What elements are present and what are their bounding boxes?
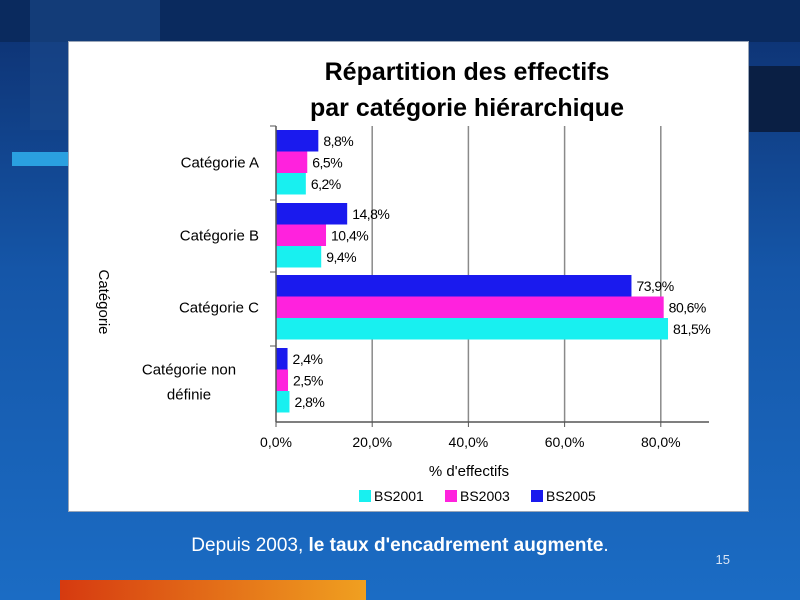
x-axis-label: % d'effectifs <box>429 463 509 480</box>
category-label: Catégorie A <box>181 154 259 171</box>
bar-bs2003 <box>276 369 289 391</box>
decorative-cyan-bar <box>12 152 72 166</box>
legend-label: BS2005 <box>546 488 596 504</box>
y-axis-label: Catégorie <box>95 269 112 334</box>
bar-bs2003 <box>276 224 327 246</box>
bar-value-label: 80,6% <box>669 299 706 315</box>
bar-value-label: 2,4% <box>293 351 323 367</box>
chart-title-line2: par catégorie hiérarchique <box>310 94 624 122</box>
x-tick-label: 80,0% <box>641 434 681 450</box>
x-tick-label: 20,0% <box>352 434 392 450</box>
legend-label: BS2001 <box>374 488 424 504</box>
bar-bs2003 <box>276 151 308 173</box>
slide-caption: Depuis 2003, le taux d'encadrement augme… <box>0 535 800 557</box>
bar-bs2001 <box>276 318 669 340</box>
x-tick-label: 0,0% <box>260 434 292 450</box>
slide-number: 15 <box>715 552 730 567</box>
bar-value-label: 2,5% <box>293 372 323 388</box>
legend-label: BS2003 <box>460 488 510 504</box>
category-label: Catégorie non <box>142 361 236 378</box>
decorative-right-block <box>740 66 800 132</box>
caption-emphasis: le taux d'encadrement augmente <box>308 535 604 556</box>
legend-swatch <box>359 490 371 502</box>
bar-bs2001 <box>276 173 306 195</box>
bar-value-label: 6,2% <box>311 176 341 192</box>
bar-value-label: 6,5% <box>312 154 342 170</box>
bar-bs2003 <box>276 296 664 318</box>
bar-bs2001 <box>276 391 290 413</box>
bar-bs2005 <box>276 275 632 297</box>
x-tick-label: 40,0% <box>449 434 489 450</box>
caption-prefix: Depuis 2003, <box>191 535 309 556</box>
bar-value-label: 2,8% <box>294 394 324 410</box>
category-label: Catégorie B <box>180 227 259 244</box>
bar-value-label: 14,8% <box>352 206 389 222</box>
decorative-bottom-bar <box>60 580 366 600</box>
bar-bs2005 <box>276 348 288 370</box>
category-label: Catégorie C <box>179 299 259 316</box>
category-label-line2: définie <box>167 386 211 403</box>
legend-swatch <box>445 490 457 502</box>
chart-title-line1: Répartition des effectifs <box>325 58 610 86</box>
bar-value-label: 73,9% <box>636 278 673 294</box>
bar-value-label: 8,8% <box>323 133 353 149</box>
bar-bs2001 <box>276 246 322 268</box>
caption-suffix: . <box>603 535 609 556</box>
bar-value-label: 10,4% <box>331 227 368 243</box>
legend-swatch <box>531 490 543 502</box>
chart-panel: Répartition des effectifs par catégorie … <box>68 41 749 512</box>
bar-chart: Répartition des effectifs par catégorie … <box>95 58 711 504</box>
x-tick-label: 60,0% <box>545 434 585 450</box>
bar-value-label: 81,5% <box>673 321 710 337</box>
bar-value-label: 9,4% <box>326 249 356 265</box>
bar-bs2005 <box>276 130 319 152</box>
bar-bs2005 <box>276 203 348 225</box>
